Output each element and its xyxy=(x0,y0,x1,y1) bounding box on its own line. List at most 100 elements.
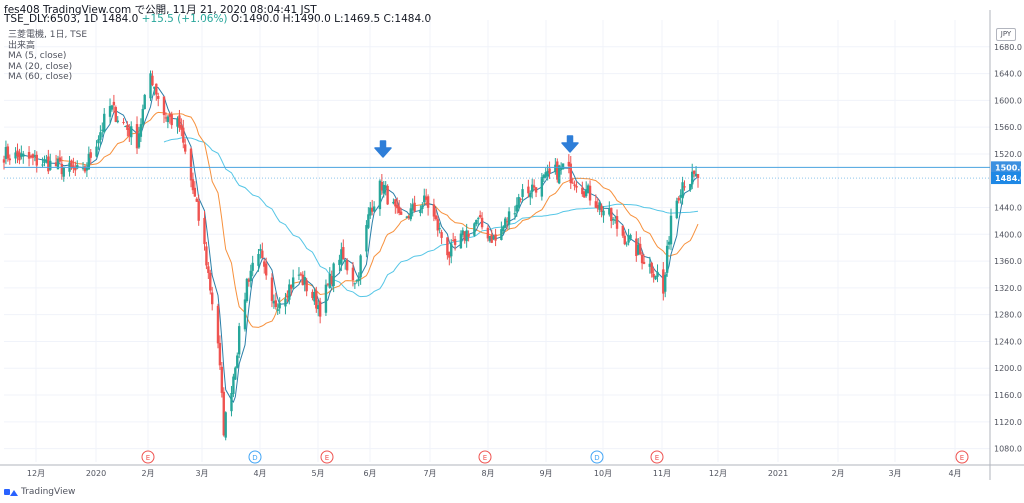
candle-body xyxy=(665,245,669,273)
ma5-line xyxy=(15,86,699,403)
current-price-tag-label: 1484.0 xyxy=(995,174,1024,183)
candle-body xyxy=(662,269,665,294)
candle-body xyxy=(89,152,92,158)
candle-body xyxy=(16,150,19,157)
y-tick-label: 1200.0 xyxy=(994,364,1022,373)
earnings-marker[interactable] xyxy=(650,450,664,464)
candle-body xyxy=(153,86,156,89)
earnings-marker[interactable] xyxy=(478,450,492,464)
candle-body xyxy=(588,185,592,201)
candle-body xyxy=(675,200,678,219)
candle-body xyxy=(257,254,260,266)
candle-body xyxy=(236,355,239,368)
down-arrow-icon xyxy=(561,135,579,153)
event-marker-label: D xyxy=(594,454,599,462)
event-marker-label: D xyxy=(252,454,257,462)
candle-body xyxy=(126,125,129,130)
candle-body xyxy=(486,227,490,239)
candle-body xyxy=(137,133,141,148)
candle-body xyxy=(459,233,463,249)
candle-body xyxy=(615,216,619,229)
candle-body xyxy=(527,186,530,194)
x-tick-label: 11月 xyxy=(653,469,671,478)
earnings-marker[interactable] xyxy=(955,450,969,464)
candle-body xyxy=(450,243,453,257)
candle-body xyxy=(261,250,264,259)
candle-body xyxy=(139,124,143,137)
brand-logo: TradingView xyxy=(4,487,75,497)
y-tick-label: 1440.0 xyxy=(994,204,1022,213)
candle-body xyxy=(29,156,33,158)
candle-body xyxy=(598,202,601,210)
candle-body xyxy=(178,115,181,128)
candle-body xyxy=(613,219,617,221)
candle-body xyxy=(286,295,289,298)
candle-body xyxy=(315,290,318,309)
x-tick-label: 12月 xyxy=(27,469,45,478)
candle-body xyxy=(151,75,154,86)
candle-body xyxy=(338,259,341,266)
candle-body xyxy=(397,206,401,213)
candle-body xyxy=(583,191,586,198)
publish-info: fes408 TradingView.com で公開, 11月 21, 2020… xyxy=(4,4,317,16)
candle-body xyxy=(182,127,185,143)
candle-body xyxy=(328,273,331,288)
dividend-marker[interactable] xyxy=(248,450,262,464)
legend-ma20: MA (20, close) xyxy=(8,61,73,72)
candle-body xyxy=(41,164,44,166)
candle-body xyxy=(480,217,484,228)
candle-body xyxy=(317,305,320,310)
candle-body xyxy=(95,146,98,157)
dividend-marker[interactable] xyxy=(590,450,604,464)
earnings-marker[interactable] xyxy=(320,450,334,464)
candle-body xyxy=(155,83,158,95)
x-tick-label: 3月 xyxy=(195,469,208,478)
candle-body xyxy=(157,96,160,99)
candle-body xyxy=(424,196,428,200)
y-tick-label: 1360.0 xyxy=(994,257,1022,266)
candle-body xyxy=(56,158,60,170)
candle-body xyxy=(494,234,497,241)
candle-body xyxy=(249,270,252,282)
x-tick-label: 10月 xyxy=(594,469,612,478)
candle-body xyxy=(694,173,698,177)
candle-body xyxy=(103,113,106,133)
candle-body xyxy=(581,187,584,195)
candle-body xyxy=(135,124,139,149)
candle-body xyxy=(409,208,412,220)
legend-volume: 出来高 xyxy=(8,40,36,51)
candle-body xyxy=(656,271,659,277)
candle-body xyxy=(166,116,170,123)
candle-body xyxy=(83,166,87,172)
candle-body xyxy=(384,185,387,189)
candle-body xyxy=(392,201,395,204)
candle-body xyxy=(596,205,599,209)
y-tick-label: 1560.0 xyxy=(994,123,1022,132)
candle-body xyxy=(371,207,374,212)
candle-body xyxy=(461,230,465,236)
currency-badge[interactable]: JPY xyxy=(996,28,1016,41)
candle-body xyxy=(299,273,303,275)
candle-body xyxy=(288,284,291,300)
candle-body xyxy=(652,273,655,278)
candle-body xyxy=(195,198,198,202)
x-tick-label: 12月 xyxy=(709,469,727,478)
candle-body xyxy=(189,148,193,181)
candle-body xyxy=(122,121,125,123)
candle-body xyxy=(413,202,416,212)
symbol-label: TSE_DLY:6503, 1D xyxy=(4,13,99,25)
candle-body xyxy=(478,215,482,218)
candle-body xyxy=(114,107,118,122)
candle-body xyxy=(488,235,491,241)
candle-body xyxy=(534,187,538,193)
earnings-marker[interactable] xyxy=(141,450,155,464)
candle-body xyxy=(405,216,409,218)
candle-body xyxy=(205,246,208,266)
candle-body xyxy=(70,160,73,168)
candle-body xyxy=(407,216,411,219)
candle-body xyxy=(492,236,495,240)
candle-body xyxy=(344,260,347,262)
candle-body xyxy=(567,161,571,167)
candle-body xyxy=(419,209,422,213)
